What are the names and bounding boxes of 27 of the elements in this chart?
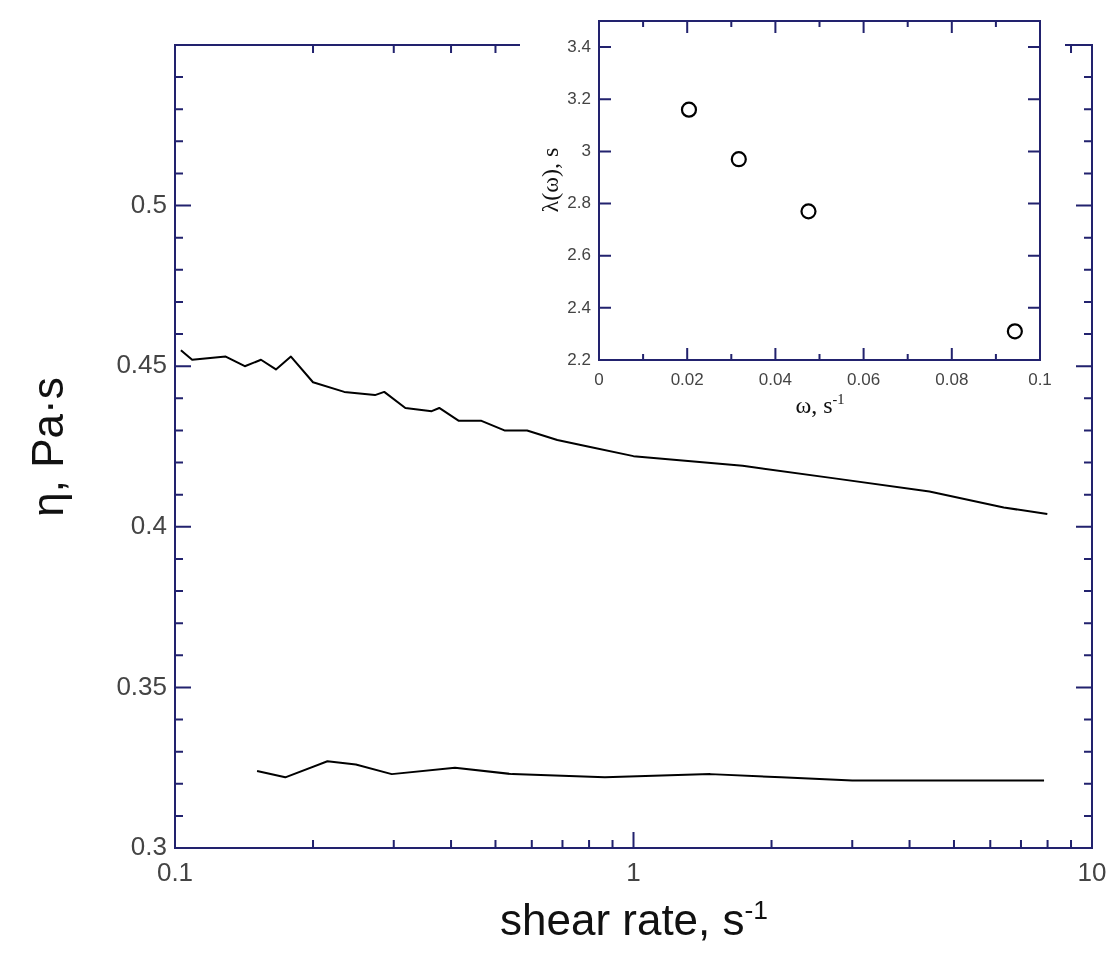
y-tick-label: 3.2 [567, 88, 591, 108]
y-tick-label: 2.6 [567, 245, 591, 265]
point [730, 151, 747, 168]
y-tick-label: 0.5 [130, 188, 167, 219]
y-axis-title: λ(ω), s [536, 147, 564, 213]
x-tick-label: 0.02 [670, 369, 704, 389]
x-tick-label: 0.1 [1028, 369, 1052, 389]
x-axis-title: ω, s$^{-1}$ [795, 391, 845, 419]
y-tick-label: 3 [581, 141, 591, 161]
x-tick-label: 0.06 [847, 369, 881, 389]
x-tick-label: 0.08 [935, 369, 969, 389]
point [1006, 323, 1023, 340]
y-tick-label: 2.8 [567, 193, 591, 213]
y-tick-label: 3.4 [567, 36, 591, 56]
y-tick-label: 0.45 [116, 349, 167, 380]
y-tick-label: 0.35 [116, 670, 167, 701]
y-tick-label: 2.2 [567, 349, 591, 369]
y-axis-title: η, Pa·s [23, 377, 73, 517]
x-tick-label: 1 [626, 856, 641, 887]
point [800, 203, 817, 220]
x-axis-title: shear rate, s$^{-1}$ [499, 895, 769, 945]
x-tick-label: 0.04 [758, 369, 792, 389]
x-tick-label: 0 [594, 369, 604, 389]
y-tick-label: 2.4 [567, 297, 591, 317]
point [680, 101, 698, 118]
y-tick-label: 0.4 [130, 509, 167, 540]
x-tick-label: 10 [1077, 856, 1107, 887]
